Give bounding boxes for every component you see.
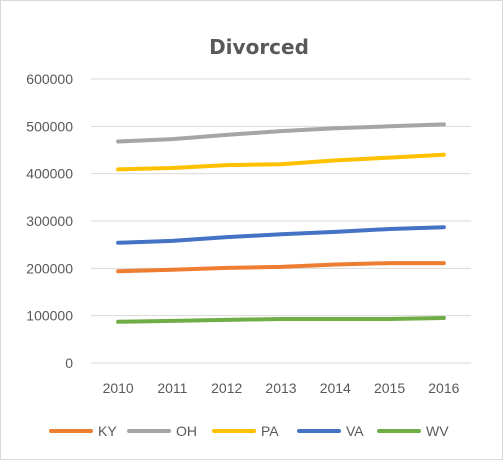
series-line-pa xyxy=(116,152,446,172)
y-tick-label: 200000 xyxy=(26,260,73,276)
x-tick-label: 2015 xyxy=(374,380,405,396)
y-tick-label: 100000 xyxy=(26,308,73,324)
x-tick-label: 2010 xyxy=(103,380,134,396)
legend-label-wv: WV xyxy=(426,423,449,439)
series-line-va xyxy=(116,225,446,245)
y-tick-label: 500000 xyxy=(26,118,73,134)
y-axis-ticks: 0 100000 200000 300000 400000 500000 600000 xyxy=(26,71,73,371)
x-tick-label: 2016 xyxy=(428,380,459,396)
x-tick-label: 2013 xyxy=(265,380,296,396)
series-line-ky xyxy=(116,261,446,274)
x-axis-ticks: 2010 2011 2012 2013 2014 2015 2016 xyxy=(103,380,460,396)
legend: KY OH PA VA WV xyxy=(49,423,449,439)
series-lines xyxy=(116,122,446,324)
legend-label-pa: PA xyxy=(261,423,279,439)
legend-label-ky: KY xyxy=(98,423,117,439)
y-tick-label: 0 xyxy=(65,355,73,371)
y-tick-label: 400000 xyxy=(26,166,73,182)
legend-label-oh: OH xyxy=(176,423,197,439)
x-tick-label: 2012 xyxy=(211,380,242,396)
series-line-oh xyxy=(116,122,446,144)
y-tick-label: 600000 xyxy=(26,71,73,87)
legend-label-va: VA xyxy=(346,423,364,439)
series-line-wv xyxy=(116,316,446,324)
chart-title: Divorced xyxy=(209,35,309,59)
x-tick-label: 2014 xyxy=(320,380,351,396)
x-tick-label: 2011 xyxy=(157,380,187,396)
y-tick-label: 300000 xyxy=(26,213,73,229)
